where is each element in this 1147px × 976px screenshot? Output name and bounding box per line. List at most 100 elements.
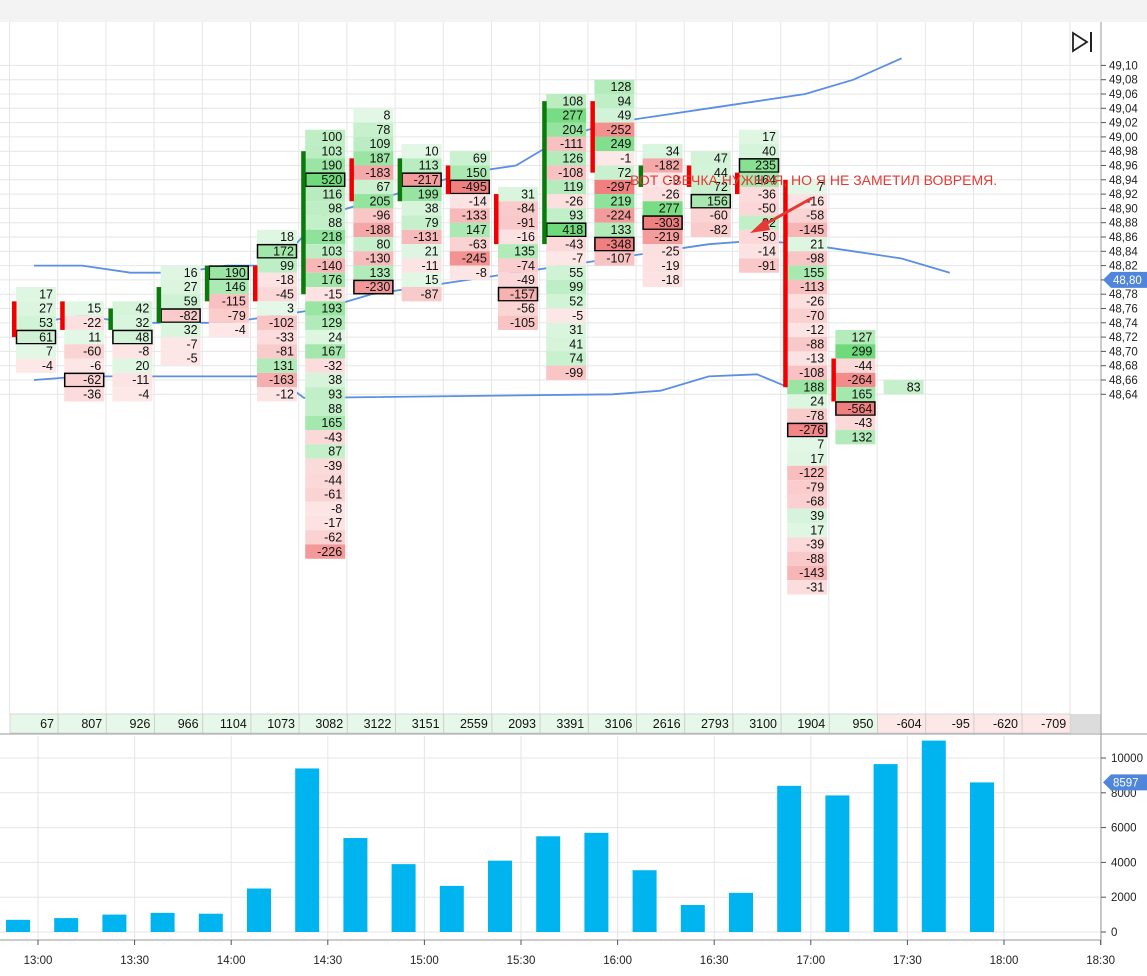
footprint-cell — [498, 201, 538, 216]
footprint-value: -226 — [317, 545, 342, 559]
footprint-value: -182 — [655, 159, 680, 173]
footprint-cell — [305, 444, 346, 459]
footprint-cell — [257, 387, 297, 402]
footprint-cell — [449, 194, 490, 209]
footprint-cell — [112, 387, 153, 402]
footprint-value: -183 — [365, 166, 390, 180]
footprint-cell — [546, 308, 587, 323]
footprint-value: 199 — [418, 187, 439, 201]
footprint-value: -12 — [806, 323, 824, 337]
footprint-cell — [305, 329, 346, 345]
footprint-value: -122 — [799, 466, 824, 480]
footprint-value: -49 — [517, 273, 535, 287]
footprint-value: 8 — [383, 109, 390, 123]
volume-bar — [102, 914, 127, 932]
footprint-value: -19 — [662, 259, 680, 273]
footprint-value: 93 — [569, 209, 583, 223]
footprint-cell — [112, 301, 153, 316]
footprint-cell — [546, 136, 587, 152]
go-to-end-icon[interactable] — [1069, 28, 1097, 56]
footprint-value: -130 — [365, 252, 390, 266]
footprint-cell — [739, 144, 779, 159]
footprint-cell — [546, 108, 587, 123]
footprint-value: 47 — [714, 152, 728, 166]
footprint-cell — [787, 179, 828, 195]
footprint-cell — [546, 94, 587, 109]
footprint-cell — [787, 408, 828, 423]
volume-bar — [921, 740, 946, 932]
footprint-cell — [401, 201, 442, 216]
footprint-cell — [449, 222, 490, 237]
footprint-cell — [449, 208, 490, 223]
footprint-value: 59 — [184, 295, 198, 309]
footprint-cell — [449, 151, 490, 166]
footprint-cell — [353, 108, 394, 123]
price-tick-label: 49,10 — [1109, 60, 1138, 72]
footprint-cell — [787, 565, 828, 581]
footprint-cell — [257, 258, 297, 273]
footprint-value: 38 — [328, 373, 342, 387]
footprint-cell — [498, 315, 538, 330]
footprint-cell — [305, 530, 346, 545]
footprint-value: -58 — [806, 209, 824, 223]
footprint-value: 27 — [39, 302, 53, 316]
footprint-cell — [208, 322, 249, 338]
candle-body — [735, 172, 740, 195]
footprint-value: -4 — [138, 387, 149, 401]
footprint-value: -133 — [462, 209, 487, 223]
footprint-value: -108 — [558, 166, 583, 180]
footprint-value: 155 — [803, 266, 824, 280]
footprint-cell — [594, 222, 635, 237]
footprint-cell — [690, 151, 731, 166]
footprint-cell — [401, 244, 442, 259]
price-tick-label: 49,00 — [1109, 132, 1138, 144]
footprint-cell — [305, 301, 346, 316]
footprint-cell — [16, 287, 56, 302]
price-tick-label: 48,78 — [1109, 289, 1138, 301]
footprint-cell — [257, 272, 297, 288]
footprint-cell — [787, 265, 828, 280]
footprint-value: 7 — [46, 345, 53, 359]
delta-value: 2793 — [701, 717, 729, 731]
footprint-value: -63 — [469, 237, 487, 251]
footprint-cell — [787, 308, 828, 323]
delta-value: 950 — [853, 717, 874, 731]
footprint-value: -108 — [799, 366, 824, 380]
footprint-candle: 7-16-58-14521-98155-113-26-70-12-88-13-1… — [783, 179, 828, 595]
footprint-cell — [305, 387, 346, 402]
footprint-value: -8 — [476, 266, 487, 280]
footprint-cell — [787, 394, 828, 409]
footprint-cell — [546, 222, 587, 237]
footprint-cell — [835, 329, 876, 345]
footprint-cell — [305, 129, 346, 145]
footprint-cell — [353, 165, 394, 180]
footprint-value: 132 — [852, 430, 873, 444]
poc-cell-border — [63, 372, 105, 388]
footprint-cell — [642, 172, 683, 187]
footprint-value: 15 — [425, 273, 439, 287]
footprint-value: 7 — [817, 438, 824, 452]
footprint-cell — [112, 315, 153, 330]
footprint-cell — [546, 194, 587, 209]
footprint-value: 99 — [280, 259, 294, 273]
footprint-cell — [305, 172, 346, 187]
volume-bar — [825, 795, 850, 932]
footprint-cell — [690, 194, 731, 209]
volume-bar — [680, 905, 705, 932]
candle-body — [542, 101, 547, 245]
footprint-value: 72 — [714, 180, 728, 194]
footprint-value: -18 — [662, 273, 680, 287]
footprint-value: -9 — [668, 173, 679, 187]
footprint-value: -60 — [710, 209, 728, 223]
footprint-value: 188 — [803, 380, 824, 394]
price-tick-label: 49,04 — [1109, 103, 1138, 115]
footprint-value: 74 — [569, 352, 583, 366]
price-tick-label: 48,82 — [1109, 261, 1138, 273]
footprint-cell — [787, 322, 828, 338]
current-price-marker — [1103, 271, 1147, 288]
footprint-cell — [546, 251, 587, 266]
delta-value: 926 — [130, 717, 151, 731]
footprint-cell — [739, 201, 779, 216]
